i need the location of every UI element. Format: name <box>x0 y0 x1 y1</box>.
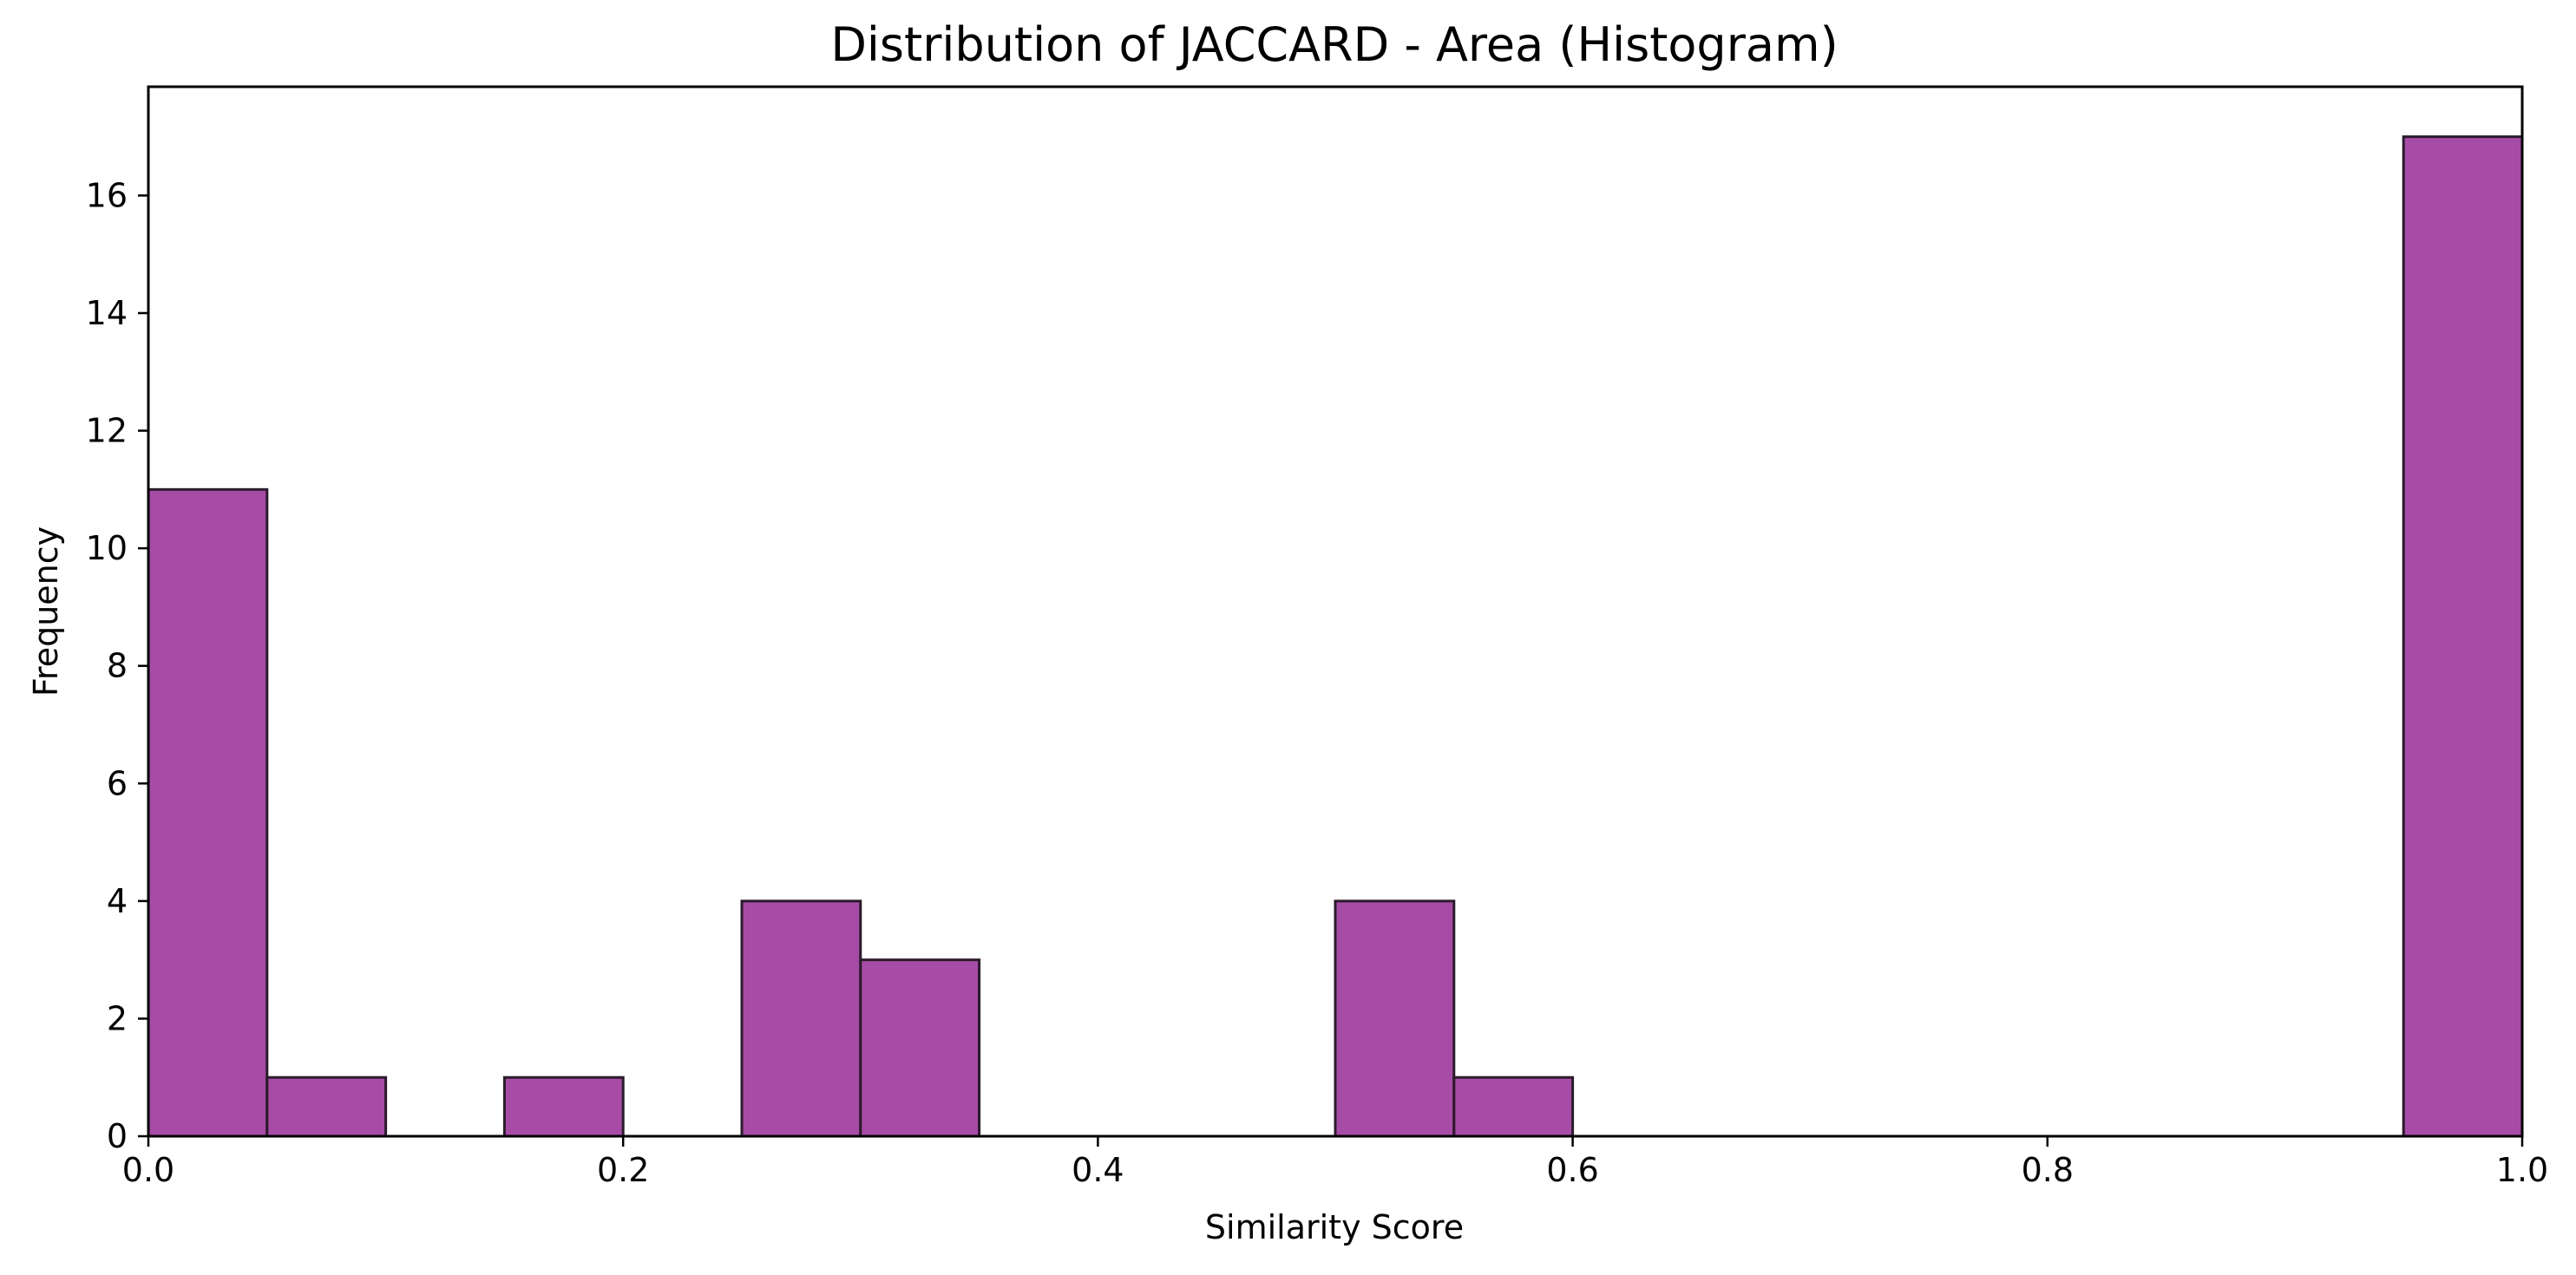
histogram-bar-3 <box>502 1076 625 1138</box>
plot-frame <box>147 85 2524 1138</box>
histogram-bar-0 <box>147 487 269 1138</box>
histogram-bar-5 <box>740 899 862 1138</box>
histogram-bar-10 <box>1334 899 1456 1138</box>
histogram-bar-11 <box>1452 1076 1575 1138</box>
x-tick-label-3: 0.6 <box>1546 1151 1598 1189</box>
y-axis-label: Frequency <box>27 526 65 696</box>
x-axis-label: Similarity Score <box>1205 1208 1464 1246</box>
histogram-bar-19 <box>2402 135 2524 1138</box>
y-tick-label-6: 12 <box>86 412 128 450</box>
x-tick-label-2: 0.4 <box>1072 1151 1124 1189</box>
y-axis: 0 2 4 6 8 10 12 14 16 <box>86 176 148 1155</box>
histogram-bar-1 <box>265 1076 388 1138</box>
y-tick-label-2: 4 <box>107 882 128 920</box>
x-tick-label-5: 1.0 <box>2496 1151 2548 1189</box>
x-axis: 0.0 0.2 0.4 0.6 0.8 1.0 <box>122 1136 2548 1189</box>
y-tick-label-3: 6 <box>107 764 128 802</box>
x-tick-label-0: 0.0 <box>122 1151 174 1189</box>
y-tick-label-4: 8 <box>107 647 128 685</box>
y-tick-label-5: 10 <box>86 529 128 567</box>
y-tick-label-1: 2 <box>107 999 128 1037</box>
y-tick-label-8: 16 <box>86 176 128 214</box>
x-tick-label-1: 0.2 <box>597 1151 649 1189</box>
chart-title: Distribution of JACCARD - Area (Histogra… <box>830 17 1838 72</box>
bars-layer <box>147 135 2524 1138</box>
y-tick-label-0: 0 <box>107 1117 128 1155</box>
y-tick-label-7: 14 <box>86 294 128 332</box>
histogram-bar-6 <box>859 958 981 1138</box>
x-tick-label-4: 0.8 <box>2022 1151 2074 1189</box>
